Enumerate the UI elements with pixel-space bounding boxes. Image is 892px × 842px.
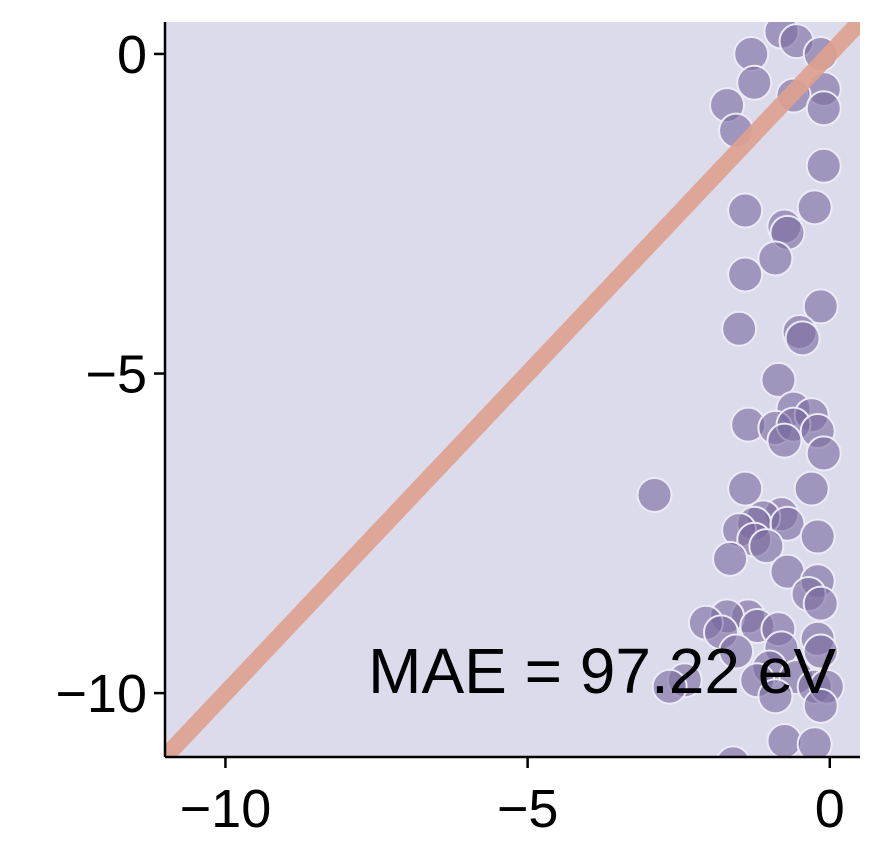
data-point [766, 723, 803, 757]
data-point [748, 528, 785, 565]
data-point [802, 633, 839, 670]
data-point [712, 540, 749, 577]
y-tick-label: −5 [85, 345, 147, 405]
axes: −10 −5 0 −10 −5 0 [55, 22, 860, 839]
data-point [636, 476, 673, 513]
data-point [802, 585, 839, 622]
data-point [805, 435, 842, 472]
data-point [760, 361, 797, 398]
data-point [793, 470, 830, 507]
data-point [651, 668, 688, 705]
data-point [727, 470, 764, 507]
data-point [796, 726, 833, 757]
reference-line-y-equals-x [165, 22, 860, 757]
data-point [736, 64, 773, 101]
mae-annotation: MAE = 97.22 eV [368, 635, 836, 707]
data-point [727, 256, 764, 293]
data-point [799, 518, 836, 555]
data-point [727, 192, 764, 229]
data-point [784, 320, 821, 357]
data-point [721, 310, 758, 347]
data-point [769, 505, 806, 542]
data-point [802, 288, 839, 325]
data-point [805, 90, 842, 127]
x-tick-label: −5 [497, 779, 559, 839]
y-tick-label: 0 [117, 25, 147, 85]
data-point [757, 678, 794, 715]
data-point [805, 147, 842, 184]
x-tick-label: −10 [180, 779, 272, 839]
data-point [796, 189, 833, 226]
x-tick-label: 0 [815, 779, 845, 839]
data-point [716, 745, 750, 757]
y-tick-label: −10 [55, 664, 147, 724]
data-point [802, 687, 839, 724]
data-point [757, 240, 794, 277]
data-point [766, 422, 803, 459]
data-point [718, 633, 755, 670]
